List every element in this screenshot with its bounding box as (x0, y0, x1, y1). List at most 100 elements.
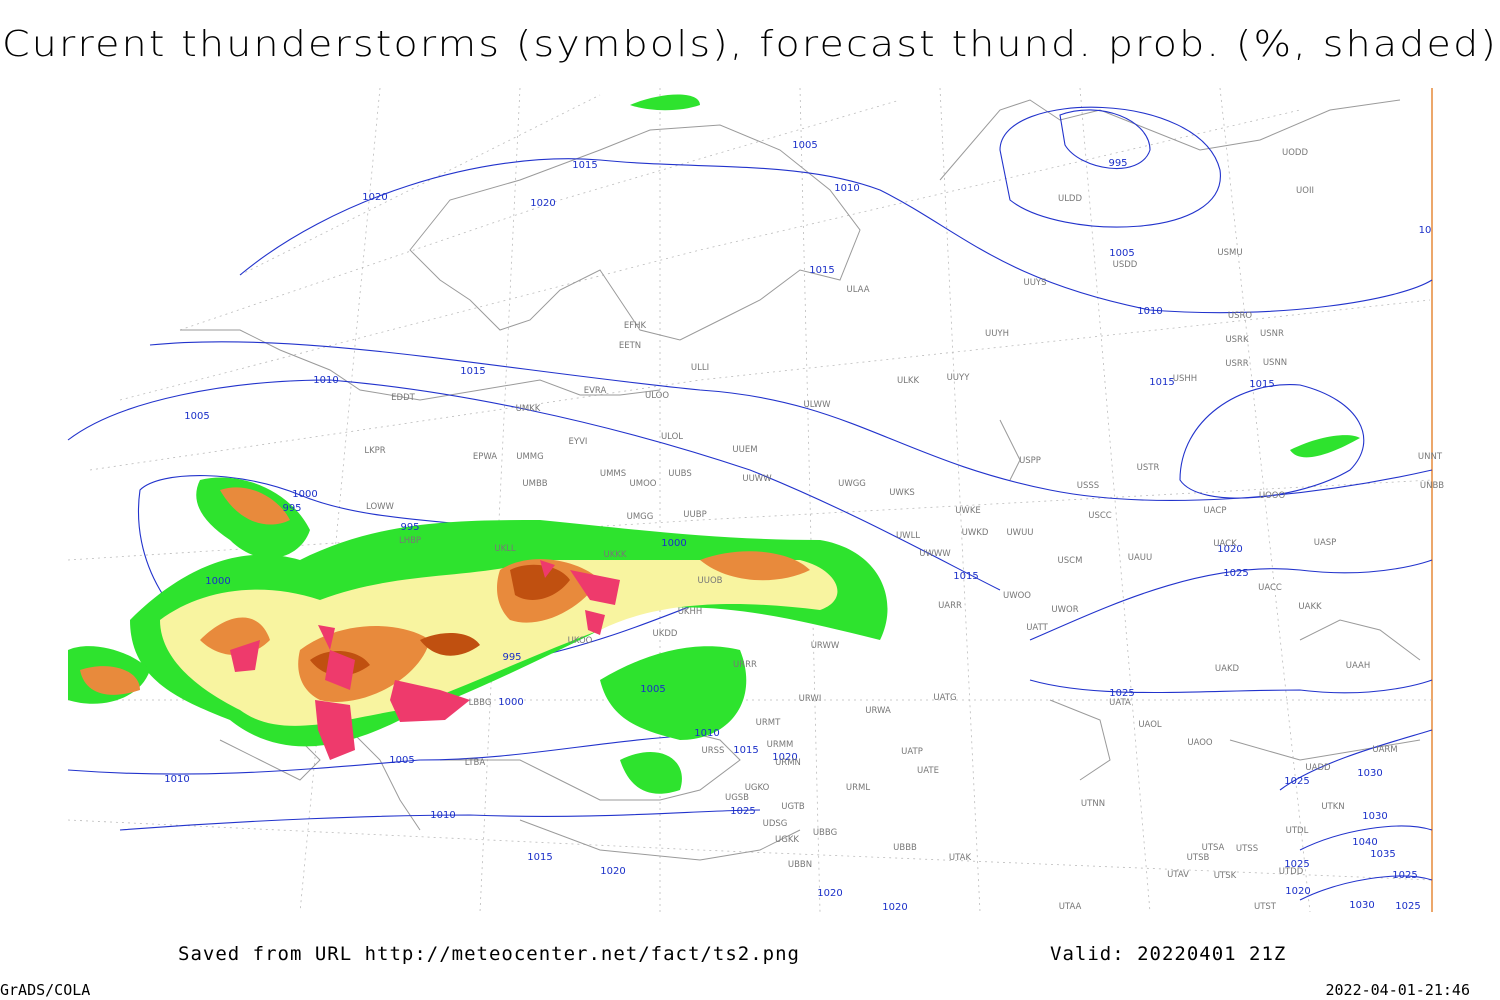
station-label: UADD (1305, 763, 1331, 773)
isobar-label: 1015 (460, 366, 485, 377)
isobar-label: 995 (502, 652, 521, 663)
station-label: UGKK (775, 835, 799, 845)
station-label: UTAA (1059, 902, 1082, 912)
isobar-label: 1015 (572, 160, 597, 171)
station-label: UATP (901, 747, 923, 757)
station-label: UBBG (813, 828, 837, 838)
isobar-label: 1005 (184, 411, 209, 422)
isobar-label: 1025 (1284, 776, 1309, 787)
isobar-label: 1020 (772, 752, 797, 763)
station-label: UTSS (1236, 844, 1258, 854)
station-label: UWKE (955, 506, 981, 516)
station-label: UTKN (1321, 802, 1344, 812)
station-label: UUWW (742, 474, 772, 484)
station-label: UOII (1296, 186, 1314, 196)
station-label: ULOL (661, 432, 683, 442)
station-label: UWWW (919, 549, 951, 559)
station-label: UWLL (896, 531, 920, 541)
station-label: ULDD (1058, 194, 1083, 204)
station-label: UARR (938, 601, 962, 611)
station-label: UAOO (1187, 738, 1213, 748)
isobar-label: 1035 (1370, 849, 1395, 860)
isobar-label: 995 (400, 522, 419, 533)
isobar-label: 1005 (389, 755, 414, 766)
station-label: LTBA (465, 758, 486, 768)
map-title: Current thunderstorms (symbols), forecas… (2, 24, 1498, 65)
isobar-label: 1025 (1284, 859, 1309, 870)
timestamp: 2022-04-01-21:46 (1326, 981, 1471, 999)
station-label: UMOO (630, 479, 657, 489)
station-label: UODD (1282, 148, 1308, 158)
station-label: UWGG (838, 479, 866, 489)
isobar-label: 1020 (1217, 544, 1242, 555)
station-label: UDSG (763, 819, 788, 829)
station-label: USPP (1019, 456, 1041, 466)
isobar-label: 1030 (1362, 811, 1387, 822)
shading-low (600, 646, 747, 794)
isobar-label: 1010 (1137, 306, 1162, 317)
isobar-label: 1020 (817, 888, 842, 899)
station-label: EFHK (624, 321, 647, 331)
station-label: USDD (1113, 260, 1138, 270)
station-label: USHH (1173, 374, 1197, 384)
station-label: UMBB (522, 479, 547, 489)
station-label: URWI (799, 694, 822, 704)
station-label: UATE (917, 766, 939, 776)
thunderstorm-symbols (230, 560, 620, 760)
isobar-label: 1020 (362, 192, 387, 203)
isobar-label: 1010 (313, 375, 338, 386)
isobar-label: 1000 (205, 576, 230, 587)
isobar-label: 1040 (1352, 837, 1377, 848)
station-label: USNN (1263, 358, 1287, 368)
isobar-line (999, 106, 1221, 228)
isobar-label: 1020 (882, 902, 907, 913)
station-label: UMGG (627, 512, 654, 522)
isobar-label: 1015 (733, 745, 758, 756)
station-label: UMMS (600, 469, 626, 479)
isobar-label: 1015 (1149, 377, 1174, 388)
isobar-label: 995 (282, 503, 301, 514)
isobar-label: 1020 (530, 198, 555, 209)
isobar-line (67, 379, 1001, 591)
station-label: UTSB (1187, 853, 1210, 863)
station-label: EDDT (391, 393, 415, 403)
station-label: ULAA (846, 285, 869, 295)
station-label: UATT (1026, 623, 1048, 633)
isobar-label: 1005 (640, 684, 665, 695)
isobar-label: 1015 (527, 852, 552, 863)
station-label: UMKK (516, 404, 541, 414)
isobar-label: 1010 (834, 183, 859, 194)
software-credit: GrADS/COLA (0, 981, 90, 999)
isobar-line (149, 341, 1433, 501)
isobar-label: 1030 (1349, 900, 1374, 911)
station-label: USRO (1228, 311, 1253, 321)
station-label: URMM (767, 740, 794, 750)
station-label: URMT (756, 718, 781, 728)
thunderstorm-shading (68, 94, 1360, 794)
east-coasts (1229, 619, 1421, 761)
station-label: UACC (1258, 583, 1282, 593)
station-label: UAKK (1298, 602, 1322, 612)
station-label: URML (846, 783, 870, 793)
station-label: USRK (1225, 335, 1249, 345)
coastlines (180, 99, 1421, 861)
station-label: USNR (1260, 329, 1284, 339)
station-label: UACP (1204, 506, 1227, 516)
station-label: USTR (1137, 463, 1160, 473)
station-label: UKHH (678, 607, 703, 617)
station-label: URRR (733, 660, 757, 670)
station-label: UNBB (1420, 481, 1444, 491)
station-label: URWA (865, 706, 891, 716)
valid-time: Valid: 20220401 21Z (1050, 943, 1286, 965)
station-label: URWW (811, 641, 840, 651)
station-label: LBBG (469, 698, 492, 708)
isobar-label: 1000 (661, 538, 686, 549)
station-label: UARM (1372, 745, 1397, 755)
station-label: UAKD (1215, 664, 1240, 674)
isobar-label: 1015 (953, 571, 978, 582)
station-label: UBBB (893, 843, 917, 853)
station-label: USCC (1088, 511, 1112, 521)
station-label: UTAK (949, 853, 972, 863)
station-label: UAAH (1346, 661, 1370, 671)
